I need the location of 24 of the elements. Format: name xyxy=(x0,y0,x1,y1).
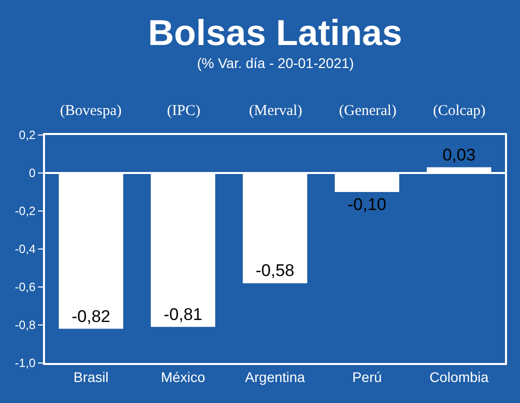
y-tick-label: -0,4 xyxy=(14,242,36,256)
text: (IPC) xyxy=(167,103,200,119)
x-tick-label: Perú xyxy=(352,368,382,385)
y-tick-label: -0,6 xyxy=(14,280,36,294)
data-label: -0,82 xyxy=(72,306,110,326)
data-label: -0,58 xyxy=(256,261,294,280)
text: (Merval) xyxy=(249,103,302,119)
y-tick-label: -0,2 xyxy=(14,204,36,218)
text: (Colcap) xyxy=(433,103,486,119)
chart-subtitle: (% Var. día - 20-01-2021) xyxy=(197,55,354,71)
x-tick-label: Brasil xyxy=(73,368,109,385)
x-tick-label: Argentina xyxy=(245,368,306,385)
y-tick-label: -0,8 xyxy=(14,318,36,332)
data-label: 0,03 xyxy=(442,145,476,164)
text: (General) xyxy=(339,103,396,119)
data-label: -0,81 xyxy=(164,304,202,324)
y-tick-label: 0 xyxy=(28,166,36,180)
x-tick-label: México xyxy=(160,368,206,385)
data-label: -0,10 xyxy=(348,195,386,214)
chart-title: Bolsas Latinas xyxy=(148,12,402,53)
text: (Bovespa) xyxy=(60,103,122,119)
y-tick-label: 0,2 xyxy=(18,128,36,142)
y-tick-label: -1,0 xyxy=(14,356,36,370)
x-tick-label: Colombia xyxy=(429,368,489,385)
